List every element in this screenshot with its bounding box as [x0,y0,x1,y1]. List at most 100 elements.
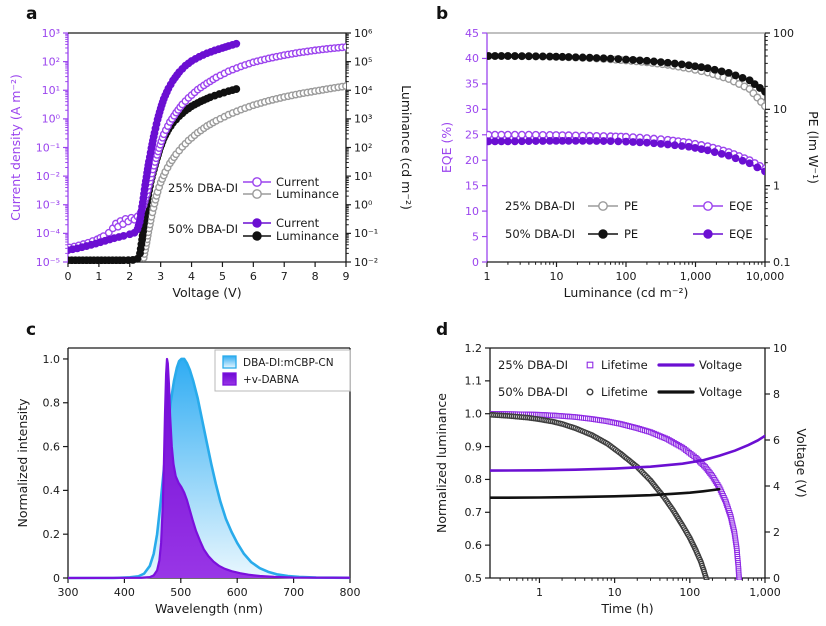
svg-text:1.0: 1.0 [465,408,483,421]
svg-text:0.6: 0.6 [43,440,61,453]
svg-text:600: 600 [227,586,248,599]
series-a-3 [68,39,241,255]
svg-text:25% DBA-DI: 25% DBA-DI [498,358,568,372]
svg-text:0.5: 0.5 [465,572,483,585]
svg-text:1,000: 1,000 [749,586,781,599]
svg-text:0.1: 0.1 [773,256,791,269]
svg-text:10⁵: 10⁵ [354,55,372,68]
svg-text:Current: Current [276,175,320,189]
svg-text:500: 500 [170,586,191,599]
svg-text:Luminance: Luminance [276,229,339,243]
svg-text:10⁻⁵: 10⁻⁵ [36,256,60,269]
svg-text:15: 15 [465,179,479,192]
svg-text:20: 20 [465,154,479,167]
series-b [487,51,765,176]
legend-d: 25% DBA-DI Lifetime Voltage 50% DBA-DI Lifet… [498,358,742,399]
svg-text:9: 9 [343,270,350,283]
svg-text:10⁰: 10⁰ [42,113,61,126]
svg-text:4: 4 [773,480,780,493]
svg-text:1.2: 1.2 [465,342,483,355]
axes-a: 0 1 2 3 4 5 6 7 8 9 Voltage (V) 10³ 10² 10¹ 10⁰ 10⁻¹ 10⁻… [8,27,413,300]
svg-text:45: 45 [465,27,479,40]
svg-text:0.8: 0.8 [465,473,483,486]
panel-d: d 1 10 100 1,000 Time (h) 0.5 0.6 0.7 0.8 0.9 1.0 1… [413,313,826,626]
svg-text:10⁻³: 10⁻³ [36,199,60,212]
svg-text:0.9: 0.9 [465,440,483,453]
svg-text:1: 1 [536,586,543,599]
panel-a-label: a [26,4,38,24]
svg-text:Normalized luminance: Normalized luminance [434,393,449,533]
svg-text:10⁰: 10⁰ [354,199,373,212]
svg-text:700: 700 [283,586,304,599]
panel-a-chart: 0 1 2 3 4 5 6 7 8 9 Voltage (V) 10³ 10² 10¹ 10⁰ 10⁻¹ 10⁻… [8,27,413,300]
svg-text:10⁴: 10⁴ [354,84,373,97]
svg-text:0.2: 0.2 [43,528,61,541]
panel-c-label: c [26,320,37,340]
svg-text:6: 6 [773,434,780,447]
svg-text:Luminance (cd m⁻²): Luminance (cd m⁻²) [564,285,689,300]
svg-text:50% DBA-DI: 50% DBA-DI [168,222,238,236]
series-a-0 [139,82,346,262]
svg-text:1.0: 1.0 [43,353,61,366]
svg-text:Voltage (V): Voltage (V) [794,428,809,497]
svg-text:25: 25 [465,129,479,142]
series-b-1 [487,52,765,96]
series-d-0 [490,410,743,580]
svg-text:800: 800 [340,586,361,599]
svg-text:10⁻¹: 10⁻¹ [36,141,60,154]
svg-text:Lifetime: Lifetime [601,385,648,399]
series-c [68,357,350,580]
svg-text:1,000: 1,000 [680,270,712,283]
svg-text:25% DBA-DI: 25% DBA-DI [168,181,238,195]
svg-text:1.1: 1.1 [465,375,483,388]
series-d-3 [490,487,721,500]
svg-text:Lifetime: Lifetime [601,358,648,372]
svg-text:Time (h): Time (h) [600,601,653,616]
svg-text:1: 1 [773,179,780,192]
svg-text:10: 10 [608,586,622,599]
svg-text:0: 0 [773,572,780,585]
svg-text:2: 2 [126,270,133,283]
axes-c: 300 400 500 600 700 800 Wavelength (nm) 0 0.2 0.4… [15,347,361,616]
svg-text:10²: 10² [42,55,60,68]
svg-text:Luminance (cd m⁻²): Luminance (cd m⁻²) [399,85,413,210]
svg-text:EQE: EQE [729,199,753,213]
svg-text:35: 35 [465,78,479,91]
svg-text:0.4: 0.4 [43,484,61,497]
svg-text:10⁻⁴: 10⁻⁴ [36,227,61,240]
svg-text:10²: 10² [354,141,372,154]
svg-text:Current density (A m⁻²): Current density (A m⁻²) [8,74,23,221]
series-c-1 [68,357,350,580]
svg-text:10⁻¹: 10⁻¹ [354,227,378,240]
svg-text:5: 5 [219,270,226,283]
svg-text:7: 7 [281,270,288,283]
svg-text:50% DBA-DI: 50% DBA-DI [505,227,575,241]
series-b-3 [487,136,765,176]
svg-text:2: 2 [773,526,780,539]
svg-text:DBA-DI:mCBP-CN: DBA-DI:mCBP-CN [243,357,334,369]
svg-text:4: 4 [188,270,195,283]
svg-text:Voltage: Voltage [699,358,742,372]
legend-b: 25% DBA-DI PE EQE 50% DBA-DI PE EQE [505,199,753,241]
svg-text:Current: Current [276,216,320,230]
svg-text:0: 0 [65,270,72,283]
svg-text:10: 10 [550,270,564,283]
svg-text:10: 10 [465,205,479,218]
svg-text:50% DBA-DI: 50% DBA-DI [498,385,568,399]
svg-text:10: 10 [773,103,787,116]
svg-text:1: 1 [95,270,102,283]
svg-text:8: 8 [773,388,780,401]
svg-text:6: 6 [250,270,257,283]
svg-text:10⁻²: 10⁻² [36,170,60,183]
svg-text:100: 100 [616,270,637,283]
panel-a: a 0 1 2 3 4 5 6 7 8 9 Voltage (V) 10³ 10² 10¹ 10⁰ 10⁻¹ 1… [0,0,413,313]
svg-text:100: 100 [679,586,700,599]
svg-text:10¹: 10¹ [42,84,60,97]
svg-text:10³: 10³ [354,113,372,126]
svg-text:EQE (%): EQE (%) [439,122,454,173]
svg-text:Wavelength (nm): Wavelength (nm) [155,601,263,616]
svg-text:40: 40 [465,52,479,65]
